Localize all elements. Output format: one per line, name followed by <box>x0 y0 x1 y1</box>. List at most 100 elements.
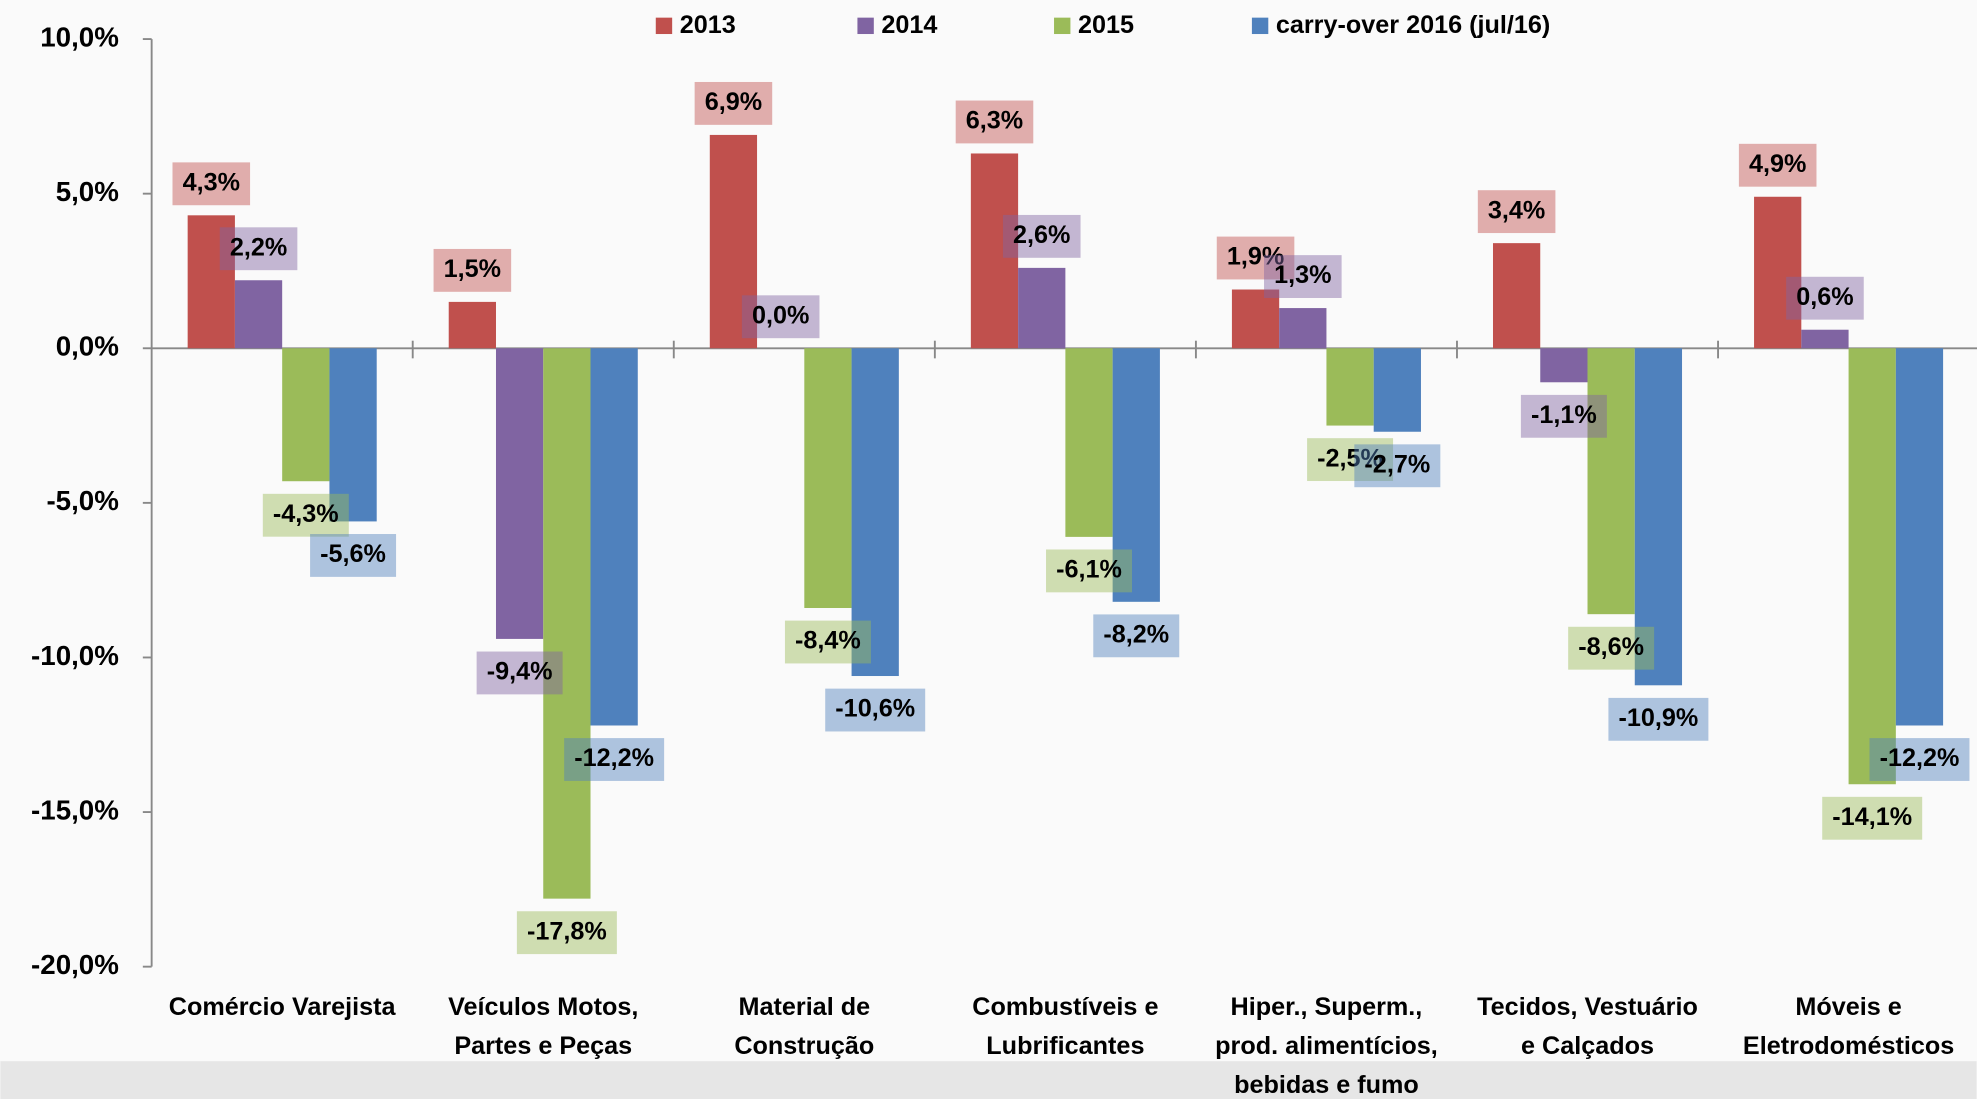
bar <box>851 348 899 677</box>
value-label-box <box>1869 738 1970 781</box>
x-tick-label: Comércio Varejista <box>169 993 397 1021</box>
legend-label: 2014 <box>881 11 937 39</box>
bar <box>1112 348 1160 602</box>
bar <box>1326 348 1374 426</box>
value-label-box <box>1002 214 1081 258</box>
y-tick-label: -15,0% <box>31 794 119 825</box>
value-label-box <box>262 493 349 537</box>
bar <box>495 348 544 639</box>
value-label-box <box>564 738 665 781</box>
value-label-box <box>1477 190 1556 234</box>
value-label-box <box>741 295 820 339</box>
value-label-box <box>476 651 563 695</box>
bar <box>282 348 330 482</box>
bar <box>590 348 638 726</box>
legend-swatch <box>857 17 874 35</box>
value-label: 6,3% <box>966 107 1023 135</box>
legend-label: 2015 <box>1078 11 1134 39</box>
value-label: -5,6% <box>320 540 386 568</box>
legend-swatch <box>655 17 673 35</box>
value-label: 1,3% <box>1274 261 1331 289</box>
bar <box>1848 348 1896 785</box>
y-tick-label: -5,0% <box>46 485 118 516</box>
x-tick-label: e Calçados <box>1521 1032 1654 1060</box>
bar <box>1279 308 1327 349</box>
value-label: -10,9% <box>1618 704 1698 732</box>
value-label-box <box>1520 394 1607 438</box>
x-tick-label: Eletrodomésticos <box>1743 1032 1954 1060</box>
value-label-box <box>172 162 251 206</box>
legend-swatch <box>1251 17 1269 35</box>
bar <box>1065 348 1113 537</box>
value-label: 2,6% <box>1013 221 1070 249</box>
bar <box>970 153 1019 349</box>
legend-swatch <box>1054 17 1071 35</box>
value-label: 1,5% <box>444 255 501 283</box>
value-label: 6,9% <box>705 88 762 116</box>
legend-label: carry-over 2016 (jul/16) <box>1276 11 1550 39</box>
value-label-box <box>825 688 926 732</box>
value-labels: 4,3% 2,2% -4,3% -5,6% 1,5% -9,4% -17,8% -12,2% 6… <box>172 81 1970 955</box>
bar <box>1801 329 1849 349</box>
value-label: 2,2% <box>230 233 287 261</box>
bar <box>1634 348 1683 686</box>
bar <box>543 348 591 899</box>
value-label: -14,1% <box>1832 803 1912 831</box>
footer-strip <box>0 1061 1977 1099</box>
x-tick-label: Partes e Peças <box>454 1032 632 1060</box>
x-tick-label: Hiper., Superm., <box>1231 993 1423 1021</box>
bar <box>329 348 377 522</box>
value-label-box <box>219 227 298 271</box>
x-tick-label: Construção <box>734 1032 874 1060</box>
value-label-box <box>1046 549 1132 593</box>
value-label-box <box>310 534 397 577</box>
value-label: 0,6% <box>1796 283 1853 311</box>
x-tick-label: bebidas e fumo <box>1234 1071 1419 1099</box>
value-label-box <box>1264 255 1342 298</box>
bar <box>1895 348 1944 726</box>
value-label: -8,2% <box>1103 620 1169 648</box>
value-label: -9,4% <box>487 658 553 686</box>
value-label: -2,7% <box>1364 450 1430 478</box>
bar <box>804 348 852 608</box>
bar <box>1231 289 1280 349</box>
y-tick-label: 0,0% <box>56 331 119 362</box>
value-label-box <box>1738 143 1817 187</box>
bar <box>1587 348 1635 615</box>
value-label: 4,3% <box>183 168 240 196</box>
y-tick-label: 10,0% <box>40 21 119 52</box>
value-label-box <box>516 911 617 955</box>
x-tick-label: Lubrificantes <box>986 1032 1144 1060</box>
value-label-box <box>1093 614 1180 658</box>
value-label: -8,4% <box>795 627 861 655</box>
x-tick-label: Combustíveis e <box>972 993 1158 1021</box>
value-label-box <box>955 100 1034 144</box>
x-tick-label: prod. alimentícios, <box>1215 1032 1438 1060</box>
legend-label: 2013 <box>680 11 736 39</box>
bar <box>709 134 758 349</box>
value-label-box <box>433 248 512 292</box>
value-label: -12,2% <box>1880 744 1960 772</box>
value-label-box <box>1786 276 1864 320</box>
value-label: -1,1% <box>1531 401 1597 429</box>
y-tick-label: -10,0% <box>31 640 119 671</box>
bar <box>1492 243 1541 349</box>
x-tick-label: Móveis e <box>1795 993 1901 1021</box>
bar <box>448 301 496 349</box>
y-tick-label: -20,0% <box>31 949 119 980</box>
value-label-box <box>1568 626 1655 670</box>
value-label: -4,3% <box>273 500 339 528</box>
bar <box>1373 348 1421 432</box>
bar <box>234 280 283 349</box>
value-label: -10,6% <box>835 695 915 723</box>
x-tick-label: Tecidos, Vestuário <box>1477 993 1698 1021</box>
value-label-box <box>1216 236 1295 280</box>
value-label-box <box>1354 444 1441 488</box>
value-label-box <box>784 620 871 664</box>
x-tick-label: Material de <box>739 993 871 1021</box>
x-tick-label: Veículos Motos, <box>448 993 638 1021</box>
bar <box>187 215 235 349</box>
value-label: 4,9% <box>1749 150 1806 178</box>
bar <box>1754 196 1802 349</box>
value-label: 3,4% <box>1488 196 1545 224</box>
